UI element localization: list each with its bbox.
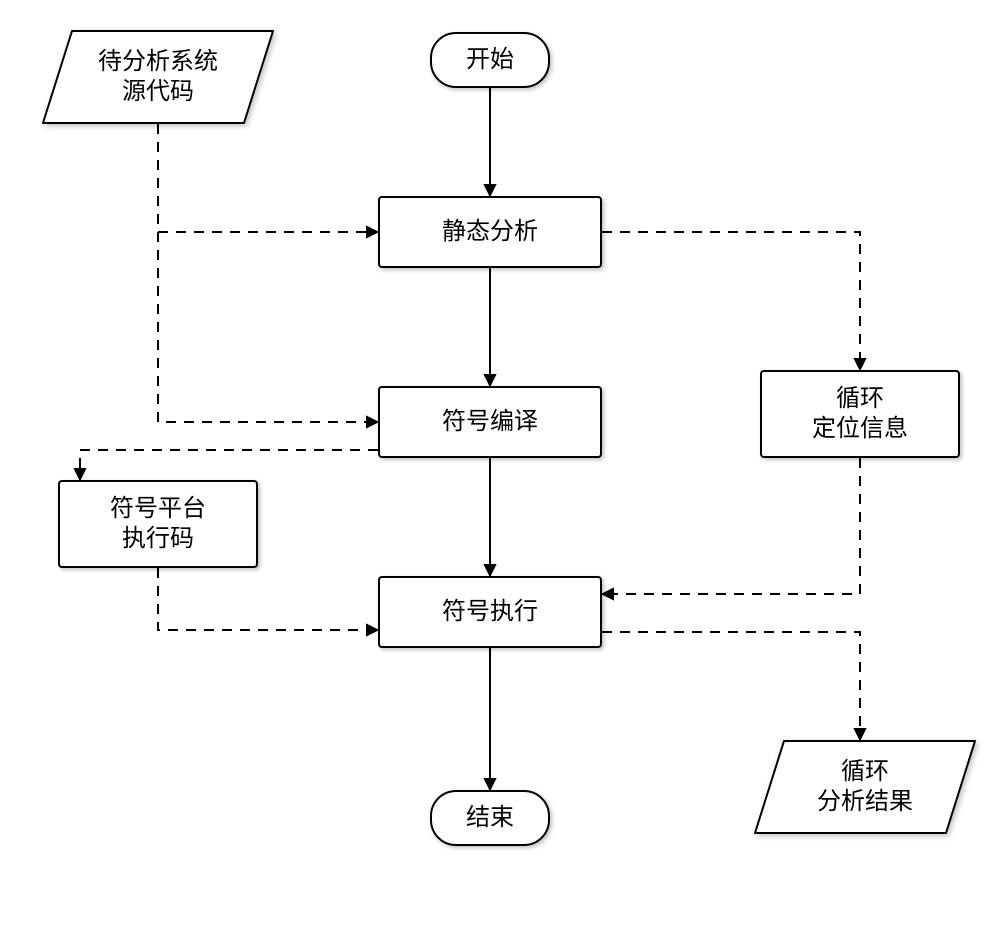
edge-platform-exec bbox=[158, 568, 378, 630]
node-result: 循环 分析结果 bbox=[754, 740, 976, 834]
node-static: 静态分析 bbox=[378, 196, 602, 268]
edge-loopinfo-exec bbox=[602, 458, 860, 594]
edge-source-static bbox=[158, 124, 378, 232]
edge-exec-result bbox=[602, 632, 860, 740]
node-compile: 符号编译 bbox=[378, 386, 602, 458]
node-source: 待分析系统 源代码 bbox=[42, 30, 274, 124]
node-loopinfo: 循环 定位信息 bbox=[760, 370, 960, 458]
edge-source-compile bbox=[158, 232, 378, 422]
edge-static-loopinfo bbox=[602, 232, 860, 370]
node-start: 开始 bbox=[430, 32, 550, 88]
edge-compile-platform bbox=[80, 450, 378, 480]
node-end: 结束 bbox=[430, 790, 550, 846]
node-platform: 符号平台 执行码 bbox=[58, 480, 258, 568]
node-exec: 符号执行 bbox=[378, 576, 602, 648]
